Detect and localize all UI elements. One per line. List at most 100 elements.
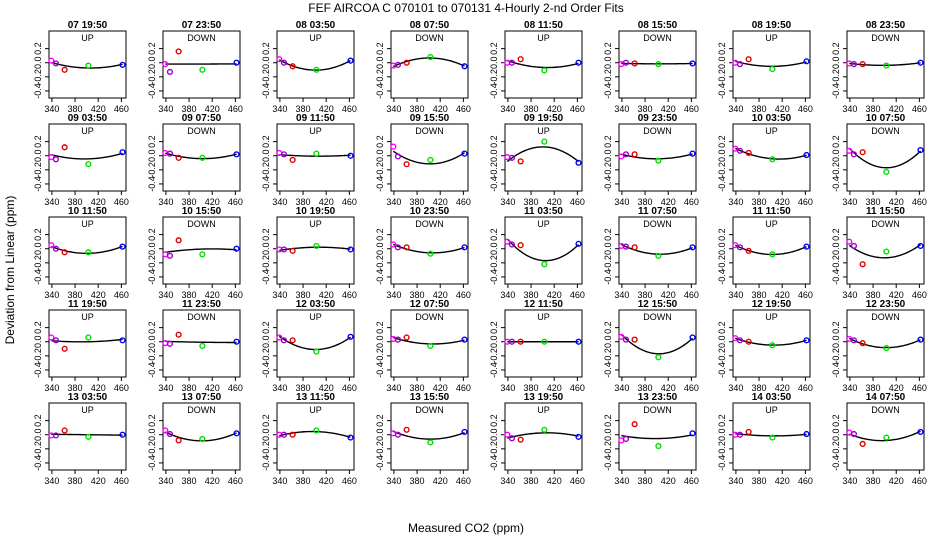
x-tick-label: 420 <box>775 104 790 114</box>
data-point <box>655 61 662 68</box>
panel: 12 15:50 DOWN -0.4-0.20.00.2 340 380 420 460 <box>603 299 699 393</box>
x-tick-label: 420 <box>889 383 904 393</box>
x-tick-label: 420 <box>889 197 904 207</box>
data-point <box>48 57 55 64</box>
panel-title: 11 03:50 <box>524 206 563 217</box>
data-point <box>61 345 68 352</box>
panel: 09 23:50 DOWN -0.4-0.20.00.2 340 380 420 460 <box>603 113 699 207</box>
y-tick-label: 0.0 <box>33 428 43 441</box>
y-tick-label: 0.2 <box>603 228 613 241</box>
x-tick-label: 340 <box>44 476 59 486</box>
y-tick-label: 0.0 <box>261 335 271 348</box>
data-point <box>85 433 92 440</box>
panel-title: 08 23:50 <box>866 20 906 31</box>
x-tick-label: 340 <box>158 104 173 114</box>
y-tick-label: -0.4 <box>489 362 499 378</box>
data-point <box>119 149 126 156</box>
x-tick-label: 380 <box>182 383 197 393</box>
data-point <box>541 338 548 345</box>
x-tick-label: 420 <box>205 104 220 114</box>
y-tick-label: -0.2 <box>603 69 613 85</box>
panel-frame <box>504 216 583 285</box>
panel-direction-label: DOWN <box>643 219 672 229</box>
data-point <box>461 244 468 251</box>
x-tick-label: 460 <box>228 197 243 207</box>
panel: 11 23:50 DOWN -0.4-0.20.00.2 340 380 420 460 <box>147 299 243 393</box>
panel-direction-label: DOWN <box>415 312 444 322</box>
panel: 09 19:50 UP -0.4-0.20.00.2 340 380 420 460 <box>489 113 585 207</box>
x-tick-label: 340 <box>614 104 629 114</box>
data-point <box>859 440 866 448</box>
y-tick-label: -0.4 <box>831 176 841 192</box>
x-tick-label: 380 <box>524 476 539 486</box>
y-tick-label: -0.2 <box>261 255 271 271</box>
data-point <box>883 344 890 352</box>
x-tick-label: 380 <box>866 383 881 393</box>
x-tick-label: 340 <box>842 290 857 300</box>
y-tick-label: -0.2 <box>603 348 613 364</box>
data-point <box>162 61 169 68</box>
panel-direction-label: DOWN <box>871 312 900 322</box>
data-point <box>175 437 182 444</box>
y-tick-label: 0.2 <box>375 135 385 148</box>
data-point <box>394 61 402 68</box>
data-point <box>846 147 853 154</box>
data-point <box>541 261 548 268</box>
y-tick-label: -0.2 <box>375 162 385 178</box>
y-tick-label: 0.2 <box>717 228 727 241</box>
y-tick-label: 0.2 <box>717 321 727 334</box>
y-tick-label: 0.0 <box>603 335 613 348</box>
data-point <box>85 62 92 69</box>
fit-curve <box>506 146 579 163</box>
data-point <box>427 156 434 164</box>
x-tick-label: 420 <box>91 476 106 486</box>
y-tick-label: 0.0 <box>717 428 727 441</box>
y-tick-label: -0.2 <box>717 348 727 364</box>
panel-title: 11 07:50 <box>638 206 677 217</box>
panel-frame <box>390 123 469 192</box>
fit-curve <box>735 337 807 346</box>
y-tick-label: -0.4 <box>375 176 385 192</box>
y-tick-label: -0.2 <box>717 69 727 85</box>
panel-direction-label: DOWN <box>871 33 900 43</box>
y-tick-label: -0.4 <box>375 455 385 471</box>
x-tick-label: 380 <box>410 383 425 393</box>
x-tick-label: 340 <box>386 290 401 300</box>
data-point <box>48 334 55 341</box>
y-tick-label: -0.4 <box>489 83 499 99</box>
y-tick-label: 0.2 <box>261 414 271 427</box>
panel-title: 09 11:50 <box>296 113 335 124</box>
x-tick-label: 420 <box>547 476 562 486</box>
panel: 09 11:50 UP -0.4-0.20.00.2 340 380 420 460 <box>261 113 357 207</box>
panel-title: 10 07:50 <box>866 113 906 124</box>
y-tick-label: 0.0 <box>375 242 385 255</box>
y-tick-label: 0.2 <box>831 228 841 241</box>
y-tick-label: 0.0 <box>375 428 385 441</box>
y-tick-label: 0.2 <box>603 42 613 55</box>
panel-direction-label: UP <box>537 33 550 43</box>
y-tick-label: 0.2 <box>147 42 157 55</box>
data-point <box>883 62 890 69</box>
data-point <box>745 428 752 436</box>
y-tick-label: -0.2 <box>603 255 613 271</box>
y-tick-label: 0.2 <box>831 321 841 334</box>
y-tick-label: -0.4 <box>831 362 841 378</box>
data-point <box>85 249 92 256</box>
data-point <box>347 57 354 64</box>
x-tick-label: 380 <box>524 197 539 207</box>
y-tick-label: 0.0 <box>831 149 841 162</box>
data-point <box>403 161 410 168</box>
data-point <box>541 426 548 433</box>
data-point <box>394 153 402 160</box>
x-tick-label: 380 <box>866 476 881 486</box>
panel: 10 11:50 UP -0.4-0.20.00.2 340 380 420 460 <box>33 206 129 300</box>
fit-curve <box>51 152 123 160</box>
y-tick-label: -0.4 <box>33 176 43 192</box>
x-tick-label: 340 <box>842 197 857 207</box>
panel: 07 19:50 UP -0.4-0.20.00.2 340 380 420 460 <box>33 20 129 114</box>
y-tick-label: 0.0 <box>489 56 499 69</box>
data-point <box>689 60 696 67</box>
panel-frame <box>846 123 925 192</box>
panel: 08 23:50 DOWN -0.4-0.20.00.2 340 380 420 460 <box>831 20 927 114</box>
y-tick-label: 0.2 <box>375 321 385 334</box>
